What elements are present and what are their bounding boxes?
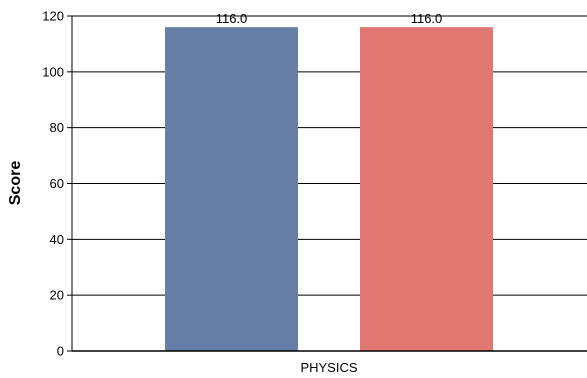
- bar-value-label: 116.0: [216, 11, 248, 26]
- bar-value-label: 116.0: [411, 11, 443, 26]
- gridlines: [72, 15, 587, 296]
- bars: [165, 27, 493, 352]
- y-tick-label: 60: [50, 176, 64, 191]
- bar-2: [360, 27, 493, 352]
- y-tick-label: 0: [57, 344, 64, 359]
- x-tick-label: PHYSICS: [300, 360, 357, 375]
- bar-1: [165, 27, 298, 352]
- y-tick-label: 40: [50, 232, 64, 247]
- x-tick-labels: PHYSICS: [300, 360, 357, 375]
- bar-value-labels: 116.0 116.0: [216, 11, 443, 26]
- y-tick-labels: 0 20 40 60 80 100 120: [42, 9, 72, 359]
- y-axis-title: Score: [7, 161, 24, 206]
- y-tick-label: 100: [42, 64, 64, 79]
- y-tick-label: 120: [42, 9, 64, 24]
- y-tick-label: 80: [50, 120, 64, 135]
- y-tick-label: 20: [50, 288, 64, 303]
